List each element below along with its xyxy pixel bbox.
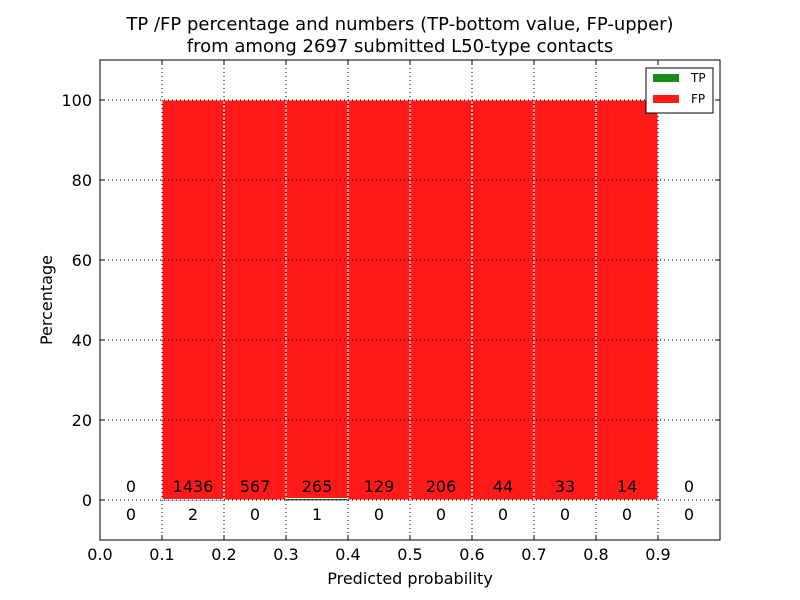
x-axis-label: Predicted probability [327,569,493,588]
x-tick-label: 0.3 [273,545,298,564]
x-tick-label: 0.2 [211,545,236,564]
legend-swatch-fp [653,95,679,103]
x-tick-label: 0.0 [87,545,112,564]
fp-count-label: 567 [240,477,271,496]
y-tick-label: 60 [72,251,92,270]
fp-count-label: 33 [555,477,575,496]
x-tick-label: 0.9 [645,545,670,564]
tp-count-label: 0 [622,505,632,524]
x-tick-label: 0.1 [149,545,174,564]
fp-bar [595,99,659,501]
fp-bar [347,99,411,501]
fp-count-label: 265 [302,477,333,496]
fp-bar [409,99,473,501]
y-tick-label: 80 [72,171,92,190]
fp-bar [533,99,597,501]
fp-count-label: 14 [617,477,637,496]
x-tick-label: 0.7 [521,545,546,564]
y-tick-label: 20 [72,411,92,430]
fp-count-label: 0 [684,477,694,496]
legend-swatch-tp [653,74,679,82]
fp-bar [471,99,535,501]
fp-count-label: 129 [364,477,395,496]
y-tick-label: 100 [61,91,92,110]
fp-bar [285,99,349,499]
tp-count-label: 0 [126,505,136,524]
legend-label-tp: TP [690,71,706,85]
y-tick-label: 40 [72,331,92,350]
y-tick-label: 0 [82,491,92,510]
chart-title-line: TP /FP percentage and numbers (TP-bottom… [125,14,673,35]
x-tick-label: 0.6 [459,545,484,564]
tp-count-label: 0 [498,505,508,524]
fp-bar [223,99,287,501]
fp-count-label: 0 [126,477,136,496]
tp-count-label: 0 [250,505,260,524]
tp-count-label: 0 [560,505,570,524]
fp-bar [161,99,225,500]
tp-count-label: 0 [436,505,446,524]
legend-label-fp: FP [691,92,705,106]
fp-count-label: 206 [426,477,457,496]
tp-count-label: 0 [684,505,694,524]
x-tick-label: 0.4 [335,545,360,564]
x-tick-label: 0.5 [397,545,422,564]
tp-count-label: 0 [374,505,384,524]
fp-count-label: 1436 [173,477,214,496]
tp-count-label: 1 [312,505,322,524]
fp-count-label: 44 [493,477,513,496]
chart-title-line: from among 2697 submitted L50-type conta… [187,36,613,57]
y-axis-label: Percentage [37,255,56,345]
x-tick-label: 0.8 [583,545,608,564]
tp-count-label: 2 [188,505,198,524]
